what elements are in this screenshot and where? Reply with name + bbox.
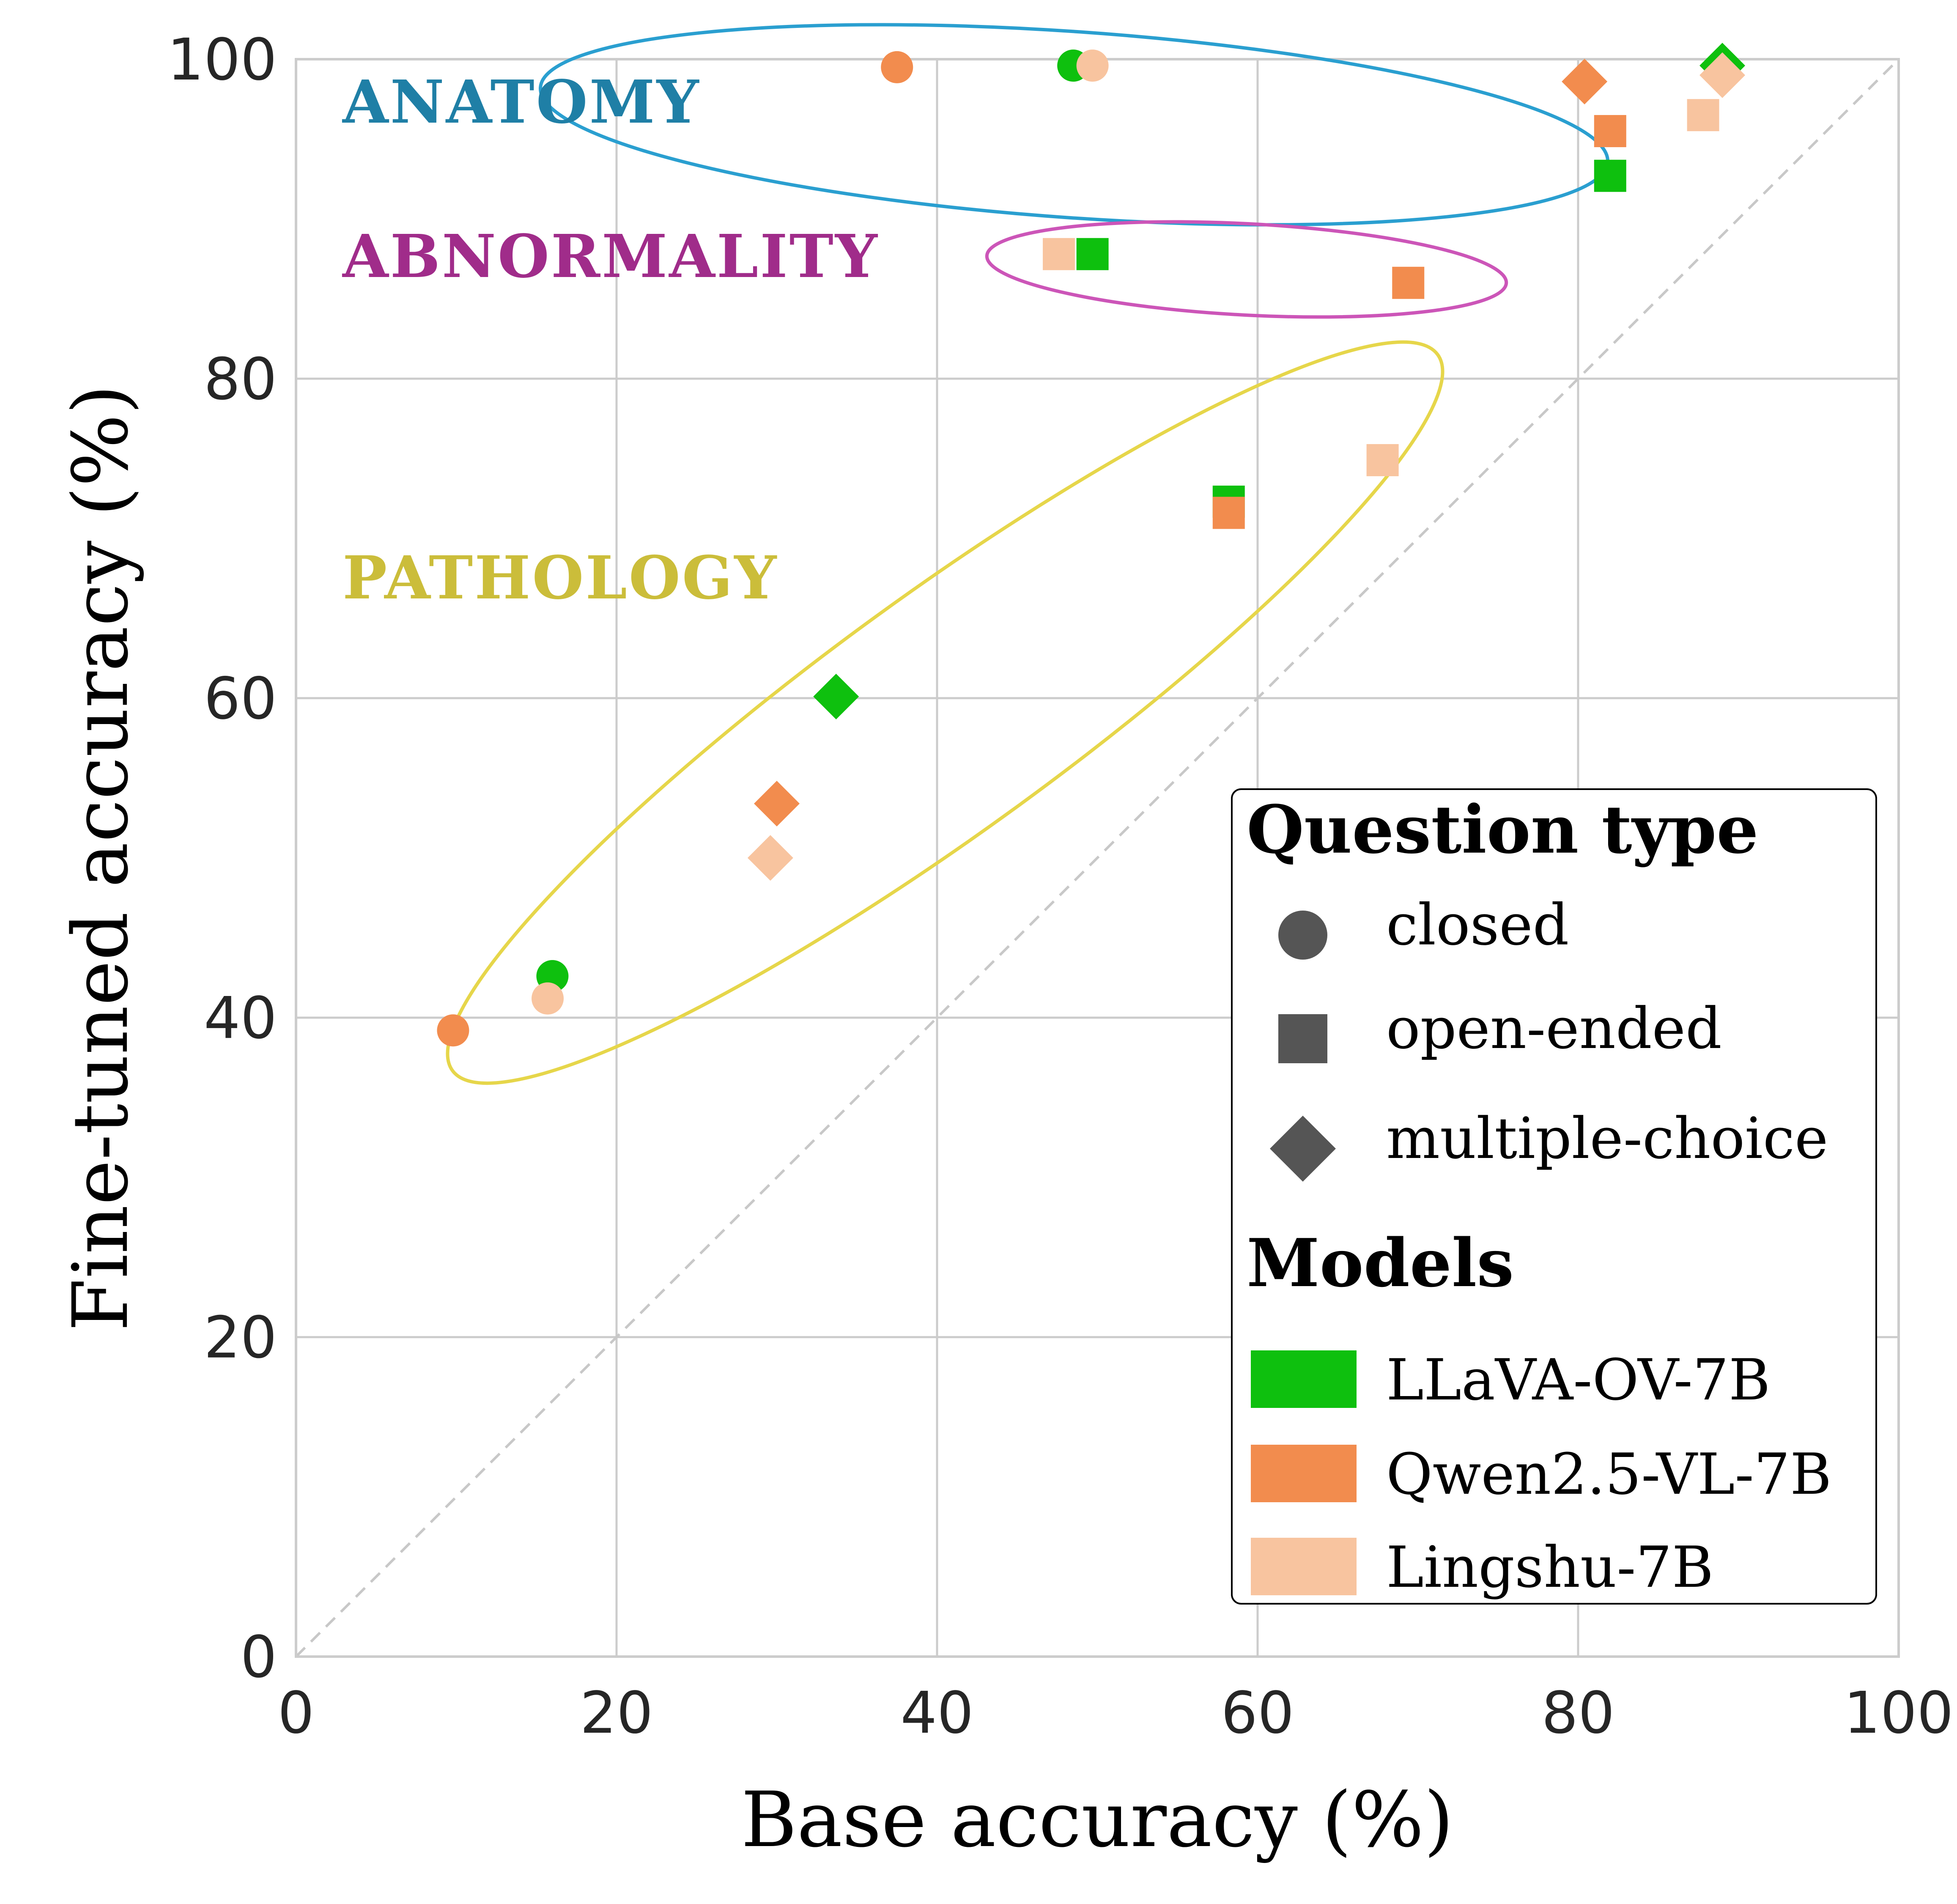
legend-label-lingshu-7b: Lingshu-7B — [1386, 1534, 1713, 1600]
x-tick-label-80: 80 — [1541, 1680, 1614, 1747]
pathology-region-label: PATHOLOGY — [343, 543, 778, 613]
pathology-region-ellipse — [446, 340, 1444, 1085]
data-point-llava-ov-7b-open-abnormality — [1076, 238, 1109, 270]
legend-entry-qwen2-5-vl-7b: Qwen2.5-VL-7B — [1251, 1441, 1832, 1507]
x-tick-label-60: 60 — [1221, 1680, 1294, 1747]
legend-entry-open: open-ended — [1278, 996, 1722, 1063]
legend-title-models: Models — [1247, 1224, 1514, 1302]
legend-diamond-icon — [1270, 1116, 1336, 1182]
data-point-lingshu-7b-open-anatomy — [1687, 99, 1719, 132]
data-point-lingshu-7b-closed-pathology — [532, 982, 564, 1015]
legend-circle-icon — [1278, 911, 1327, 960]
legend-color-swatch — [1251, 1445, 1357, 1502]
anatomy-region-label: ANATOMY — [342, 68, 701, 137]
x-tick-label-40: 40 — [900, 1680, 973, 1747]
tick-labels: 0 20 40 60 80 100 0 20 40 60 80 100 — [167, 27, 1953, 1747]
legend-label-mc: multiple-choice — [1386, 1106, 1828, 1171]
y-tick-label-80: 80 — [204, 346, 277, 413]
abnormality-region-label: ABNORMALITY — [342, 222, 879, 291]
data-point-lingshu-7b-open-pathology — [1366, 444, 1399, 477]
data-point-lingshu-7b-mc-pathology — [747, 835, 793, 881]
identity-diagonal-line — [295, 58, 1900, 1658]
data-point-qwen2-5-vl-7b-closed-anatomy — [881, 51, 913, 83]
legend-entry-closed: closed — [1278, 892, 1569, 960]
legend-model-entries: LLaVA-OV-7B Qwen2.5-VL-7B Lingshu-7B — [1251, 1347, 1832, 1600]
legend-title-question-type: Question type — [1247, 791, 1759, 868]
x-axis-label: Base accuracy (%) — [741, 1776, 1453, 1864]
data-point-qwen2-5-vl-7b-mc-anatomy — [1562, 58, 1608, 104]
data-points — [437, 43, 1746, 1047]
data-point-qwen2-5-vl-7b-open-anatomy — [1594, 115, 1626, 147]
legend-color-swatch — [1251, 1538, 1357, 1595]
legend-label-closed: closed — [1386, 892, 1569, 958]
data-point-lingshu-7b-open-abnormality — [1043, 238, 1075, 270]
data-point-qwen2-5-vl-7b-closed-pathology — [437, 1014, 469, 1047]
legend-entry-lingshu-7b: Lingshu-7B — [1251, 1534, 1713, 1600]
y-tick-label-60: 60 — [204, 666, 277, 733]
legend-label-qwen2-5-vl-7b: Qwen2.5-VL-7B — [1386, 1441, 1832, 1507]
y-tick-label-20: 20 — [204, 1305, 277, 1372]
abnormality-region-ellipse — [985, 220, 1508, 319]
legend-label-open: open-ended — [1386, 996, 1722, 1062]
x-tick-label-100: 100 — [1844, 1680, 1954, 1747]
legend-box — [1231, 788, 1877, 1605]
y-axis-label: Fine-tuned accuracy (%) — [57, 384, 145, 1331]
legend: Question type closed open-ended multiple-c… — [1231, 788, 1877, 1605]
y-tick-label-40: 40 — [204, 985, 277, 1052]
data-point-qwen2-5-vl-7b-open-abnormality — [1392, 266, 1425, 299]
legend-color-swatch — [1251, 1350, 1357, 1408]
y-tick-label-0: 0 — [240, 1624, 277, 1691]
data-point-qwen2-5-vl-7b-open-pathology — [1212, 497, 1245, 529]
x-tick-label-20: 20 — [580, 1680, 653, 1747]
data-point-lingshu-7b-closed-anatomy — [1076, 49, 1109, 82]
data-point-llava-ov-7b-mc-pathology — [813, 674, 859, 720]
legend-square-icon — [1278, 1014, 1327, 1063]
data-point-llava-ov-7b-open-anatomy — [1594, 159, 1626, 192]
y-tick-label-100: 100 — [167, 27, 277, 93]
x-tick-label-0: 0 — [278, 1680, 315, 1747]
legend-entry-llava-ov-7b: LLaVA-OV-7B — [1251, 1347, 1771, 1413]
legend-marker-entries: closed open-ended multiple-choice — [1270, 892, 1828, 1182]
legend-label-llava-ov-7b: LLaVA-OV-7B — [1386, 1347, 1771, 1413]
data-point-qwen2-5-vl-7b-mc-pathology — [754, 781, 800, 827]
legend-entry-mc: multiple-choice — [1270, 1106, 1828, 1182]
data-point-lingshu-7b-mc-anatomy — [1699, 52, 1746, 98]
